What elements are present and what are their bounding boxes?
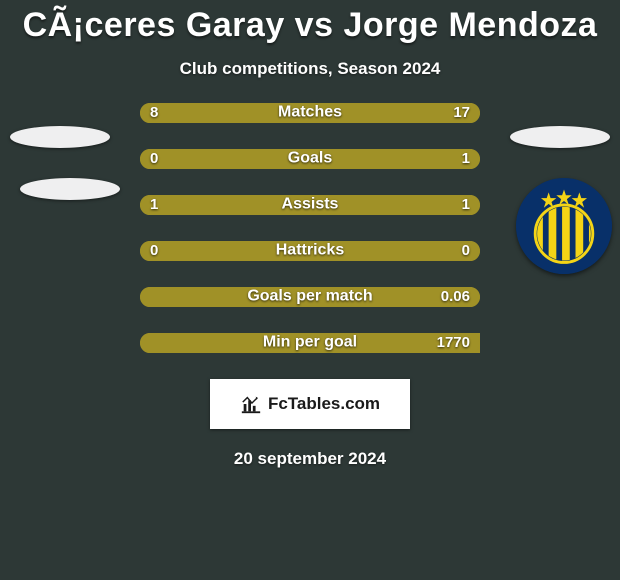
- bar-wrap: Goals per match0.06: [140, 287, 480, 307]
- stat-row: Matches817: [0, 103, 620, 123]
- stat-value-right: 1: [462, 196, 470, 213]
- stat-value-left: 0: [150, 242, 158, 259]
- bar-border: [140, 149, 480, 169]
- bar-border: [140, 195, 480, 215]
- bar-wrap: Hattricks00: [140, 241, 480, 261]
- source-attribution: FcTables.com: [210, 379, 410, 429]
- bar-wrap: Assists11: [140, 195, 480, 215]
- subtitle: Club competitions, Season 2024: [180, 59, 441, 79]
- source-label: FcTables.com: [268, 394, 380, 414]
- content-root: CÃ¡ceres Garay vs Jorge Mendoza Club com…: [0, 0, 620, 580]
- footer-date: 20 september 2024: [234, 449, 386, 469]
- bar-border: [140, 241, 480, 261]
- stat-row: Goals per match0.06: [0, 287, 620, 307]
- stat-value-left: 1: [150, 196, 158, 213]
- bar-wrap: Goals01: [140, 149, 480, 169]
- stat-value-left: 8: [150, 104, 158, 121]
- stat-value-right: 0: [462, 242, 470, 259]
- stat-row: Hattricks00: [0, 241, 620, 261]
- stat-value-right: 1770: [437, 334, 470, 351]
- stat-row: Goals01: [0, 149, 620, 169]
- bar-wrap: Matches817: [140, 103, 480, 123]
- bar-border: [140, 333, 480, 353]
- stat-value-right: 0.06: [441, 288, 470, 305]
- bar-border: [140, 103, 480, 123]
- chart-icon: [240, 393, 262, 415]
- page-title: CÃ¡ceres Garay vs Jorge Mendoza: [23, 6, 598, 45]
- bar-wrap: Min per goal1770: [140, 333, 480, 353]
- stat-row: Assists11: [0, 195, 620, 215]
- stat-row: Min per goal1770: [0, 333, 620, 353]
- comparison-chart: Matches817Goals01Assists11Hattricks00Goa…: [0, 103, 620, 353]
- stat-value-right: 1: [462, 150, 470, 167]
- stat-value-right: 17: [453, 104, 470, 121]
- bar-border: [140, 287, 480, 307]
- stat-value-left: 0: [150, 150, 158, 167]
